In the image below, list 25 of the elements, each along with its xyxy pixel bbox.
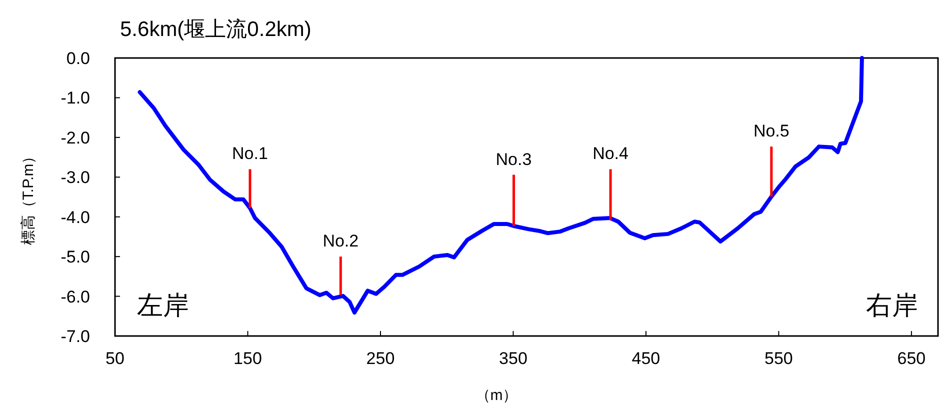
y-tick-label: -3.0 — [60, 168, 90, 188]
x-axis-title: （m） — [475, 387, 518, 404]
x-tick-label: 650 — [897, 349, 926, 368]
y-tick-label: -1.0 — [60, 88, 90, 108]
y-tick-label: -7.0 — [60, 327, 90, 346]
series-label: No.2 — [322, 232, 359, 251]
y-tick-label: 0.0 — [66, 49, 90, 68]
x-tick-label: 50 — [106, 349, 124, 368]
y-tick-label: -6.0 — [60, 287, 90, 306]
series-label: No.4 — [592, 144, 628, 164]
y-axis-title: 標高（T.P.m） — [20, 148, 37, 246]
x-tick-label: 350 — [499, 349, 528, 368]
annotation: 右岸 — [866, 290, 918, 320]
y-tick-label: -2.0 — [60, 128, 90, 148]
series-label: No.5 — [753, 122, 790, 141]
y-tick-label: -5.0 — [60, 248, 90, 267]
chart-title: 5.6km(堰上流0.2km) — [120, 18, 312, 41]
y-tick-label: -4.0 — [60, 208, 90, 227]
x-tick-label: 150 — [234, 349, 262, 368]
x-tick-label: 450 — [632, 349, 660, 368]
x-tick-label: 550 — [764, 349, 793, 368]
series-label: No.1 — [232, 144, 268, 164]
x-tick-label: 250 — [366, 349, 395, 368]
series-label: No.3 — [496, 150, 532, 169]
annotation: 左岸 — [137, 290, 189, 320]
